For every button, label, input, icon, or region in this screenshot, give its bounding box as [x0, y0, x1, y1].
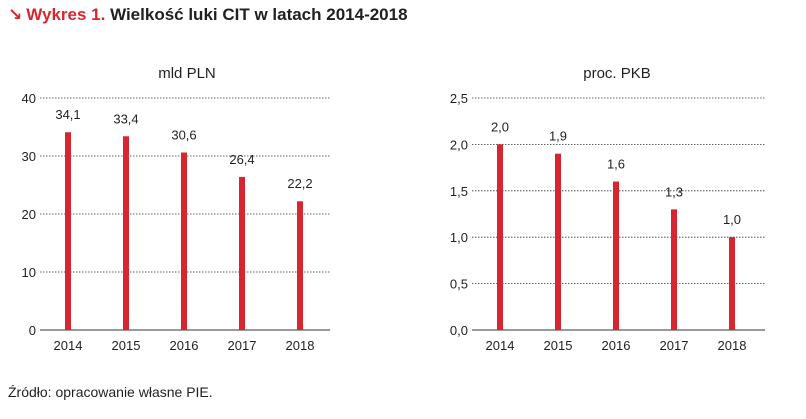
bar — [239, 176, 245, 330]
y-tick-label: 1,0 — [450, 230, 468, 245]
y-tick-label: 0 — [29, 323, 36, 338]
data-label: 1,9 — [549, 129, 567, 144]
data-label: 34,1 — [55, 107, 80, 122]
data-label: 1,0 — [723, 212, 741, 227]
chart-mld-pln: mld PLN 0 10 20 30 40 34,1 2014 33,4 2015 30,6 2016… — [22, 65, 330, 353]
bar — [671, 209, 677, 330]
data-label: 30,6 — [171, 128, 196, 143]
x-tick-label: 2014 — [486, 338, 515, 353]
data-label: 22,2 — [287, 176, 312, 191]
bar — [297, 201, 303, 330]
data-label: 26,4 — [229, 152, 254, 167]
x-tick-label: 2017 — [660, 338, 689, 353]
y-tick-label: 2,5 — [450, 91, 468, 106]
x-tick-label: 2018 — [718, 338, 747, 353]
bar — [555, 153, 561, 330]
bar — [123, 136, 129, 330]
y-tick-label: 2,0 — [450, 137, 468, 152]
bar — [613, 181, 619, 330]
y-tick-label: 1,5 — [450, 184, 468, 199]
bar — [181, 152, 187, 330]
y-tick-label: 30 — [22, 149, 36, 164]
y-tick-label: 40 — [22, 91, 36, 106]
arrow-down-right-icon: ↘ — [8, 5, 23, 24]
bar — [497, 144, 503, 330]
x-tick-label: 2015 — [544, 338, 573, 353]
figure-number: Wykres 1. — [26, 5, 106, 24]
y-tick-label: 10 — [22, 265, 36, 280]
x-tick-label: 2018 — [286, 338, 315, 353]
chart-title: mld PLN — [158, 65, 216, 82]
x-tick-label: 2016 — [170, 338, 199, 353]
data-label: 2,0 — [491, 119, 509, 134]
data-label: 1,3 — [665, 184, 683, 199]
data-label: 1,6 — [607, 157, 625, 172]
figure-title-text: Wielkość luki CIT w latach 2014-2018 — [110, 5, 408, 24]
y-tick-label: 20 — [22, 207, 36, 222]
x-tick-label: 2017 — [228, 338, 257, 353]
x-tick-label: 2014 — [54, 338, 83, 353]
x-tick-label: 2015 — [112, 338, 141, 353]
bar — [65, 132, 71, 330]
y-tick-label: 0,5 — [450, 277, 468, 292]
source-note: Źródło: opracowanie własne PIE. — [8, 384, 213, 400]
x-tick-label: 2016 — [602, 338, 631, 353]
y-tick-label: 0,0 — [450, 323, 468, 338]
chart-title: proc. PKB — [583, 65, 651, 82]
data-label: 33,4 — [113, 111, 138, 126]
bar — [729, 237, 735, 330]
chart-proc-pkb: proc. PKB 0,0 0,5 1,0 1,5 2,0 2,5 2,0 2014 1,9 201… — [450, 65, 765, 353]
figure-title: ↘ Wykres 1. Wielkość luki CIT w latach 20… — [8, 5, 408, 25]
